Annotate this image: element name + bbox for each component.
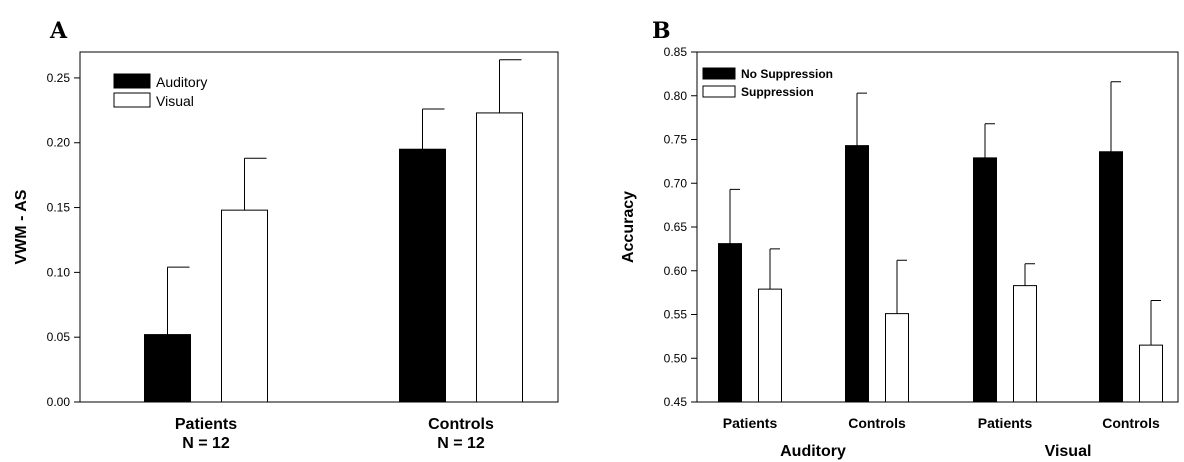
panel-b-y-tick-label: 0.45 xyxy=(664,395,688,409)
panel-a-category-sublabel: N = 12 xyxy=(182,435,230,452)
panel-a: A VWM - AS 0.00 0.05 0.10 0.15 0.20 0.25 Pati… xyxy=(13,18,559,452)
panel-a-y-tick-label: 0.10 xyxy=(47,265,71,279)
panel-a-legend-swatch xyxy=(113,92,151,108)
panel-a-bar-series1 xyxy=(144,334,191,403)
panel-a-category-labels: Patients N = 12 Controls N = 12 xyxy=(175,416,494,452)
panel-a-bars xyxy=(144,59,523,403)
panel-b-legend-label: No Suppression xyxy=(741,67,833,81)
panel-a-y-axis-title: VWM - AS xyxy=(13,189,30,264)
panel-a-y-ticks: 0.00 0.05 0.10 0.15 0.20 0.25 xyxy=(47,71,80,409)
panel-a-y-tick-label: 0.00 xyxy=(47,395,71,409)
panel-b-y-tick-label: 0.60 xyxy=(664,264,688,278)
panel-b: B Accuracy 0.450.500.550.600.650.700.750… xyxy=(620,18,1179,460)
panel-a-legend-label: Auditory xyxy=(156,74,207,90)
panel-b-y-axis-title: Accuracy xyxy=(620,191,637,263)
panel-a-y-tick-label: 0.25 xyxy=(47,71,71,85)
panel-b-category-labels: Patients Controls Patients Controls xyxy=(723,415,1160,431)
panel-b-bar-series1 xyxy=(845,145,869,403)
panel-a-category-sublabel: N = 12 xyxy=(437,435,485,452)
panel-a-plot-frame xyxy=(79,51,559,403)
panel-a-letter: A xyxy=(49,18,68,44)
panel-b-group-label: Auditory xyxy=(780,443,846,460)
panel-b-legend-swatch xyxy=(702,67,736,80)
panel-b-y-tick-label: 0.75 xyxy=(664,133,688,147)
panel-b-group-label: Visual xyxy=(1045,443,1092,460)
panel-b-category-label: Patients xyxy=(978,415,1033,431)
panel-b-letter: B xyxy=(652,18,671,44)
panel-b-bar-series2 xyxy=(1013,285,1037,403)
panel-b-y-tick-label: 0.70 xyxy=(664,176,688,190)
panel-a-legend: Auditory Visual xyxy=(113,73,207,109)
panel-a-y-tick-label: 0.05 xyxy=(47,330,71,344)
panel-b-legend-label: Suppression xyxy=(741,85,814,99)
panel-b-bar-series2 xyxy=(1139,344,1163,403)
panel-b-category-label: Controls xyxy=(1102,415,1160,431)
panel-b-category-label: Controls xyxy=(848,415,906,431)
panel-a-y-tick-label: 0.15 xyxy=(47,201,71,215)
panel-a-category-label: Patients xyxy=(175,416,237,433)
panel-b-y-tick-label: 0.55 xyxy=(664,308,688,322)
panel-b-bar-series2 xyxy=(758,288,782,403)
panel-b-bar-series1 xyxy=(973,157,997,403)
panel-b-bar-series2 xyxy=(885,313,909,403)
panel-b-legend: No Suppression Suppression xyxy=(702,67,833,99)
panel-b-legend-swatch xyxy=(702,85,736,98)
panel-a-category-label: Controls xyxy=(428,416,494,433)
panel-b-y-tick-label: 0.80 xyxy=(664,89,688,103)
panel-a-bar-series1 xyxy=(399,148,446,403)
panel-b-category-label: Patients xyxy=(723,415,778,431)
panel-b-bar-series1 xyxy=(1099,151,1123,403)
panel-a-legend-swatch xyxy=(113,73,151,89)
panel-a-bar-series2 xyxy=(476,112,523,403)
panel-a-y-tick-label: 0.20 xyxy=(47,136,71,150)
panel-b-bars xyxy=(718,81,1163,403)
panel-b-y-tick-label: 0.65 xyxy=(664,220,688,234)
panel-b-y-ticks: 0.45 0.50 0.55 0.60 0.65 0.70 0.75 0.80 0.85 xyxy=(664,45,697,409)
panel-b-group-labels: Auditory Visual xyxy=(780,443,1091,460)
panel-b-y-tick-label: 0.50 xyxy=(664,351,688,365)
panel-a-legend-label: Visual xyxy=(156,93,194,109)
panel-b-y-tick-label: 0.85 xyxy=(664,45,688,59)
panel-b-bar-series1 xyxy=(718,243,742,403)
panel-a-bar-series2 xyxy=(221,209,268,403)
